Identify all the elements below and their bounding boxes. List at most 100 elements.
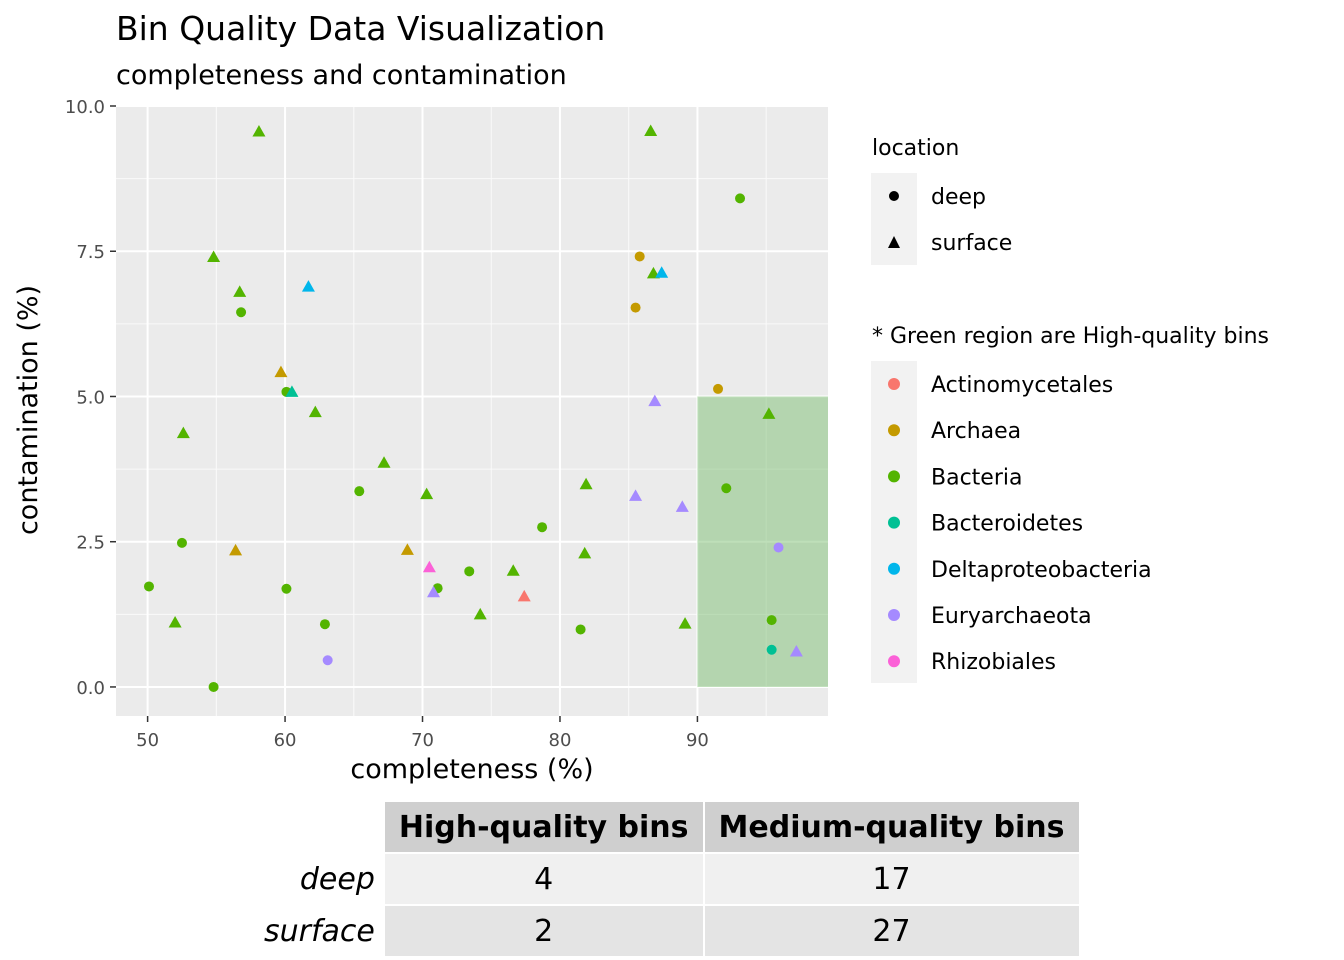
x-tick-label: 90 xyxy=(686,730,709,751)
data-point-surface xyxy=(579,477,593,490)
data-point-deep xyxy=(208,681,219,692)
data-point-surface xyxy=(308,405,322,418)
data-point-surface xyxy=(629,489,643,501)
data-point-deep xyxy=(713,383,724,394)
scatter-chart: Bin Quality Data Visualization completen… xyxy=(13,9,1269,785)
table-cell: 17 xyxy=(704,854,1079,904)
x-tick-label: 80 xyxy=(549,730,572,751)
legend-key-archaea xyxy=(888,424,900,437)
data-point-surface xyxy=(400,543,414,555)
taxon-legend: * Green region are High-quality bins Act… xyxy=(871,324,1269,683)
legend-key-bacteroidetes xyxy=(888,516,900,529)
high-quality-region xyxy=(697,396,828,687)
location-legend-title: location xyxy=(872,136,959,161)
legend-key-deltaproteobacteria xyxy=(888,562,900,575)
row-label-surface: surface xyxy=(264,913,375,949)
data-point-surface xyxy=(377,456,391,468)
data-point-deep xyxy=(766,615,777,626)
table-cell: 2 xyxy=(384,906,703,956)
data-point-deep xyxy=(735,193,746,204)
legend-key-bacteria xyxy=(888,470,900,483)
legend-label-rhizobiales: Rhizobiales xyxy=(931,650,1056,675)
data-point-surface xyxy=(168,615,182,628)
data-point-surface xyxy=(762,407,776,419)
table-cell: 27 xyxy=(704,906,1079,956)
data-point-deep xyxy=(766,644,777,655)
location-legend-deep: deep xyxy=(931,185,986,210)
data-point-surface xyxy=(427,585,441,598)
legend-label-actinomycetales: Actinomycetales xyxy=(931,373,1113,398)
data-point-surface xyxy=(578,546,592,559)
data-point-surface xyxy=(517,589,531,602)
data-point-surface xyxy=(176,426,190,439)
x-axis-title: completeness (%) xyxy=(350,754,593,785)
data-point-deep xyxy=(634,251,645,262)
legend-key-rhizobiales xyxy=(888,655,900,668)
table-row: deep 4 17 xyxy=(250,854,1079,904)
chart-title: Bin Quality Data Visualization xyxy=(116,9,605,48)
data-point-surface xyxy=(473,607,487,620)
y-tick-label: 5.0 xyxy=(76,387,105,408)
table-row: surface 2 27 xyxy=(250,906,1079,956)
y-tick-label: 7.5 xyxy=(76,242,105,263)
location-legend-keys-bg xyxy=(871,173,917,265)
triangle-icon xyxy=(888,236,900,248)
y-tick-label: 10.0 xyxy=(65,97,105,118)
y-axis-title: contamination (%) xyxy=(13,285,44,535)
data-point-surface xyxy=(274,365,288,378)
data-points xyxy=(143,124,803,692)
data-point-surface xyxy=(789,645,803,657)
data-point-surface xyxy=(233,285,247,297)
location-legend: location deep surface xyxy=(871,136,1012,265)
data-point-surface xyxy=(285,385,299,397)
data-point-surface xyxy=(207,250,221,263)
data-point-surface xyxy=(422,560,436,573)
data-point-deep xyxy=(322,655,333,666)
data-point-deep xyxy=(575,624,586,635)
taxon-legend-title: * Green region are High-quality bins xyxy=(872,324,1269,349)
legend-label-euryarchaeota: Euryarchaeota xyxy=(931,604,1092,629)
quality-summary-table: High-quality bins Medium-quality bins de… xyxy=(248,800,1081,958)
data-point-deep xyxy=(176,537,187,548)
chart-subtitle: completeness and contamination xyxy=(116,60,567,91)
data-point-deep xyxy=(773,542,784,553)
legend-label-deltaproteobacteria: Deltaproteobacteria xyxy=(931,558,1152,583)
data-point-surface xyxy=(229,543,243,556)
data-point-surface xyxy=(648,394,662,407)
data-point-deep xyxy=(281,583,292,594)
data-point-surface xyxy=(506,564,520,576)
data-point-deep xyxy=(721,483,732,494)
data-point-deep xyxy=(319,619,330,630)
data-point-deep xyxy=(464,566,475,577)
column-header-medium-quality: Medium-quality bins xyxy=(704,802,1079,852)
legend-label-archaea: Archaea xyxy=(931,419,1021,444)
legend-key-euryarchaeota xyxy=(888,609,900,621)
data-point-deep xyxy=(354,486,365,497)
table-cell: 4 xyxy=(384,854,703,904)
circle-icon xyxy=(889,191,899,201)
y-tick-label: 2.5 xyxy=(76,533,105,554)
y-axis-ticks: 0.0 2.5 5.0 7.5 10.0 xyxy=(65,97,116,699)
data-point-surface xyxy=(655,266,669,278)
data-point-surface xyxy=(644,124,658,136)
legend-label-bacteroidetes: Bacteroidetes xyxy=(931,512,1083,537)
x-tick-label: 50 xyxy=(136,730,159,751)
x-tick-label: 60 xyxy=(274,730,297,751)
data-point-surface xyxy=(678,617,692,629)
data-point-surface xyxy=(420,487,434,500)
y-tick-label: 0.0 xyxy=(76,678,105,699)
legend-label-bacteria: Bacteria xyxy=(931,465,1022,490)
row-label-deep: deep xyxy=(299,861,375,897)
data-point-surface xyxy=(252,125,266,137)
data-point-surface xyxy=(675,500,689,512)
x-axis-ticks: 50 60 70 80 90 xyxy=(136,716,709,751)
data-point-deep xyxy=(143,581,154,592)
data-point-surface xyxy=(301,280,315,292)
table-corner xyxy=(250,802,383,852)
legend-key-actinomycetales xyxy=(888,378,900,390)
column-header-high-quality: High-quality bins xyxy=(384,802,703,852)
data-point-deep xyxy=(537,522,548,533)
data-point-deep xyxy=(630,302,641,313)
data-point-deep xyxy=(236,307,247,318)
location-legend-surface: surface xyxy=(931,231,1012,256)
